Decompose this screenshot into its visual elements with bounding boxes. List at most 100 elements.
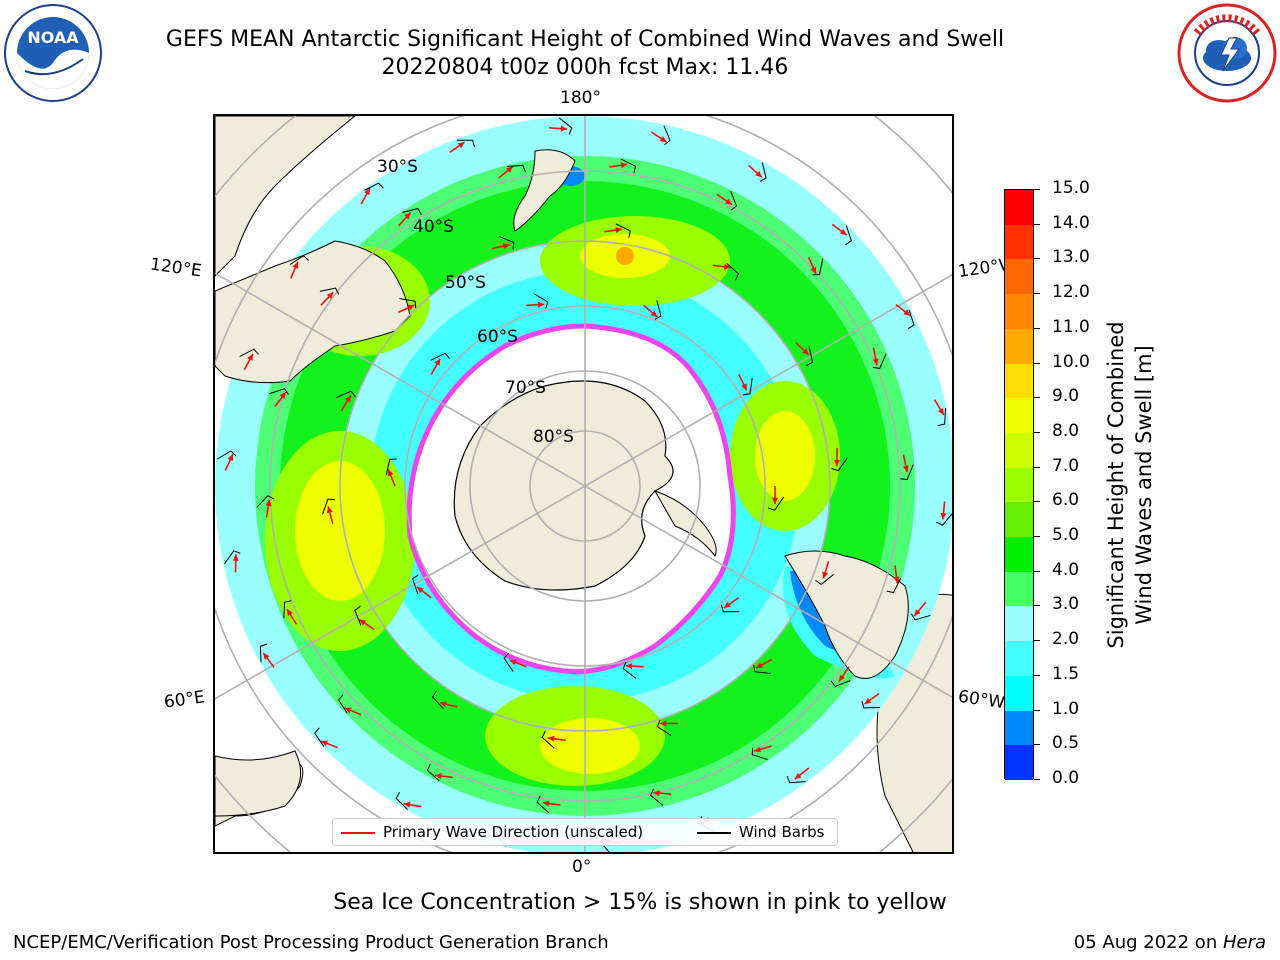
colorbar-tick-mark <box>1034 640 1040 642</box>
wave-arrow-head <box>755 662 763 668</box>
colorbar-segment <box>1005 294 1033 330</box>
wave-arrow-head <box>864 697 872 705</box>
wind-barb <box>937 408 947 427</box>
wave-arrow-head <box>407 304 415 311</box>
wind-barb <box>615 223 631 238</box>
colorbar-label-line2: Wind Waves and Swell [m] <box>1132 345 1156 625</box>
south-america-land <box>784 550 909 679</box>
colorbar-tick-label: 12.0 <box>1052 282 1090 303</box>
wave-arrow-head <box>227 454 234 462</box>
colorbar-tick-label: 6.0 <box>1052 490 1080 511</box>
wind-barb <box>907 309 915 330</box>
wave-arrow-head <box>434 358 441 366</box>
wind-barb-legend-label: Wind Barbs <box>739 823 825 841</box>
wave-arrow-head <box>537 301 545 308</box>
wind-barb <box>830 680 851 688</box>
wind-barb-legend-swatch <box>697 832 731 834</box>
colorbar-tick-label: 11.0 <box>1052 316 1090 337</box>
wind-barb <box>533 293 549 309</box>
colorbar-segment <box>1005 606 1033 642</box>
wind-barb <box>812 258 824 276</box>
colorbar <box>1004 189 1034 781</box>
wave-arrow-head <box>286 609 293 617</box>
wave-arrow-head <box>650 310 658 318</box>
noaa-logo: NOAA <box>4 4 102 102</box>
wave-arrow-head <box>725 198 733 205</box>
wave-arrow-head <box>625 663 633 670</box>
nws-logo <box>1177 3 1277 103</box>
colorbar-tick-label: 3.0 <box>1052 594 1080 615</box>
wave-arrow-head <box>439 701 447 708</box>
wave-arrow-head <box>741 383 747 391</box>
colorbar-tick-label: 10.0 <box>1052 351 1090 372</box>
lat-label-70s: 70°S <box>505 378 546 398</box>
lon-label-60w: 60°W <box>956 686 1007 714</box>
wind-barb <box>831 457 848 472</box>
wave-arrow-head <box>833 459 841 467</box>
wind-barbs <box>216 117 952 852</box>
colorbar-tick-label: 15.0 <box>1052 178 1090 198</box>
wind-barb <box>314 727 325 747</box>
wave-arrow-head <box>509 659 517 666</box>
wind-barb <box>503 652 514 672</box>
wave-arrow-head <box>359 619 367 626</box>
colorbar-tick-mark <box>1034 779 1040 780</box>
wave-arrow-head <box>802 348 809 355</box>
wind-barb <box>861 701 880 709</box>
colorbar-tick-mark <box>1034 674 1040 676</box>
wave-arrow-head <box>404 212 411 220</box>
wave-arrow-head <box>810 266 817 274</box>
wind-barb <box>498 235 515 250</box>
wind-barb <box>654 300 662 320</box>
wind-barb <box>395 791 409 810</box>
wave-arrow-head <box>902 465 909 473</box>
wave-arrow-head <box>620 162 628 169</box>
wave-arrow-head <box>279 392 286 400</box>
wave-arrow-head <box>794 772 802 780</box>
wind-barb <box>815 574 834 585</box>
wave-direction-arrows <box>224 125 947 845</box>
lon-label-120e: 120°E <box>148 254 203 282</box>
colorbar-segment <box>1005 710 1033 746</box>
wave-arrow-head <box>723 601 731 608</box>
colorbar-tick-label: 0.0 <box>1052 768 1080 788</box>
graticule <box>215 116 952 852</box>
colorbar-segment <box>1005 502 1033 538</box>
wind-barb <box>412 574 419 595</box>
wave-arrow-head <box>435 773 442 780</box>
wave-arrow-head <box>364 188 370 196</box>
wind-barb <box>269 388 289 395</box>
wind-barb <box>224 550 241 565</box>
colorbar-tick-mark <box>1034 397 1040 399</box>
wind-barb <box>845 225 852 246</box>
wind-barb <box>402 208 422 215</box>
colorbar-segment <box>1005 224 1033 260</box>
wind-barb <box>620 158 636 174</box>
colorbar-tick-label: 9.0 <box>1052 386 1080 407</box>
wind-barb <box>431 690 444 710</box>
colorbar-tick-label: 1.0 <box>1052 698 1080 719</box>
wave-arrow-head <box>903 309 911 316</box>
colorbar-tick-mark <box>1034 536 1040 538</box>
colorbar-tick-mark <box>1034 744 1040 746</box>
lon-label-180: 180° <box>560 88 601 108</box>
wind-barb <box>910 613 931 621</box>
colorbar-segment <box>1005 432 1033 469</box>
colorbar-tick-label: 4.0 <box>1052 559 1080 580</box>
wind-barb <box>337 694 348 714</box>
colorbar-tick-mark <box>1034 466 1040 468</box>
wind-barb <box>726 262 740 281</box>
wind-barb <box>541 730 555 749</box>
wave-direction-legend-label: Primary Wave Direction (unscaled) <box>383 823 644 841</box>
wave-arrow-head <box>771 497 779 504</box>
colorbar-segment <box>1005 641 1033 677</box>
colorbar-label-line1: Significant Height of Combined <box>1104 321 1128 649</box>
colorbar-tick-label: 5.0 <box>1052 525 1080 546</box>
colorbar-segment <box>1005 571 1033 607</box>
colorbar-tick-label: 0.5 <box>1052 733 1080 754</box>
colorbar-tick-label: 13.0 <box>1052 247 1090 268</box>
wave-arrow-head <box>247 353 253 361</box>
lat-label-80s: 80°S <box>533 427 574 447</box>
wave-arrow-head <box>232 554 239 561</box>
wind-barb <box>430 352 451 361</box>
